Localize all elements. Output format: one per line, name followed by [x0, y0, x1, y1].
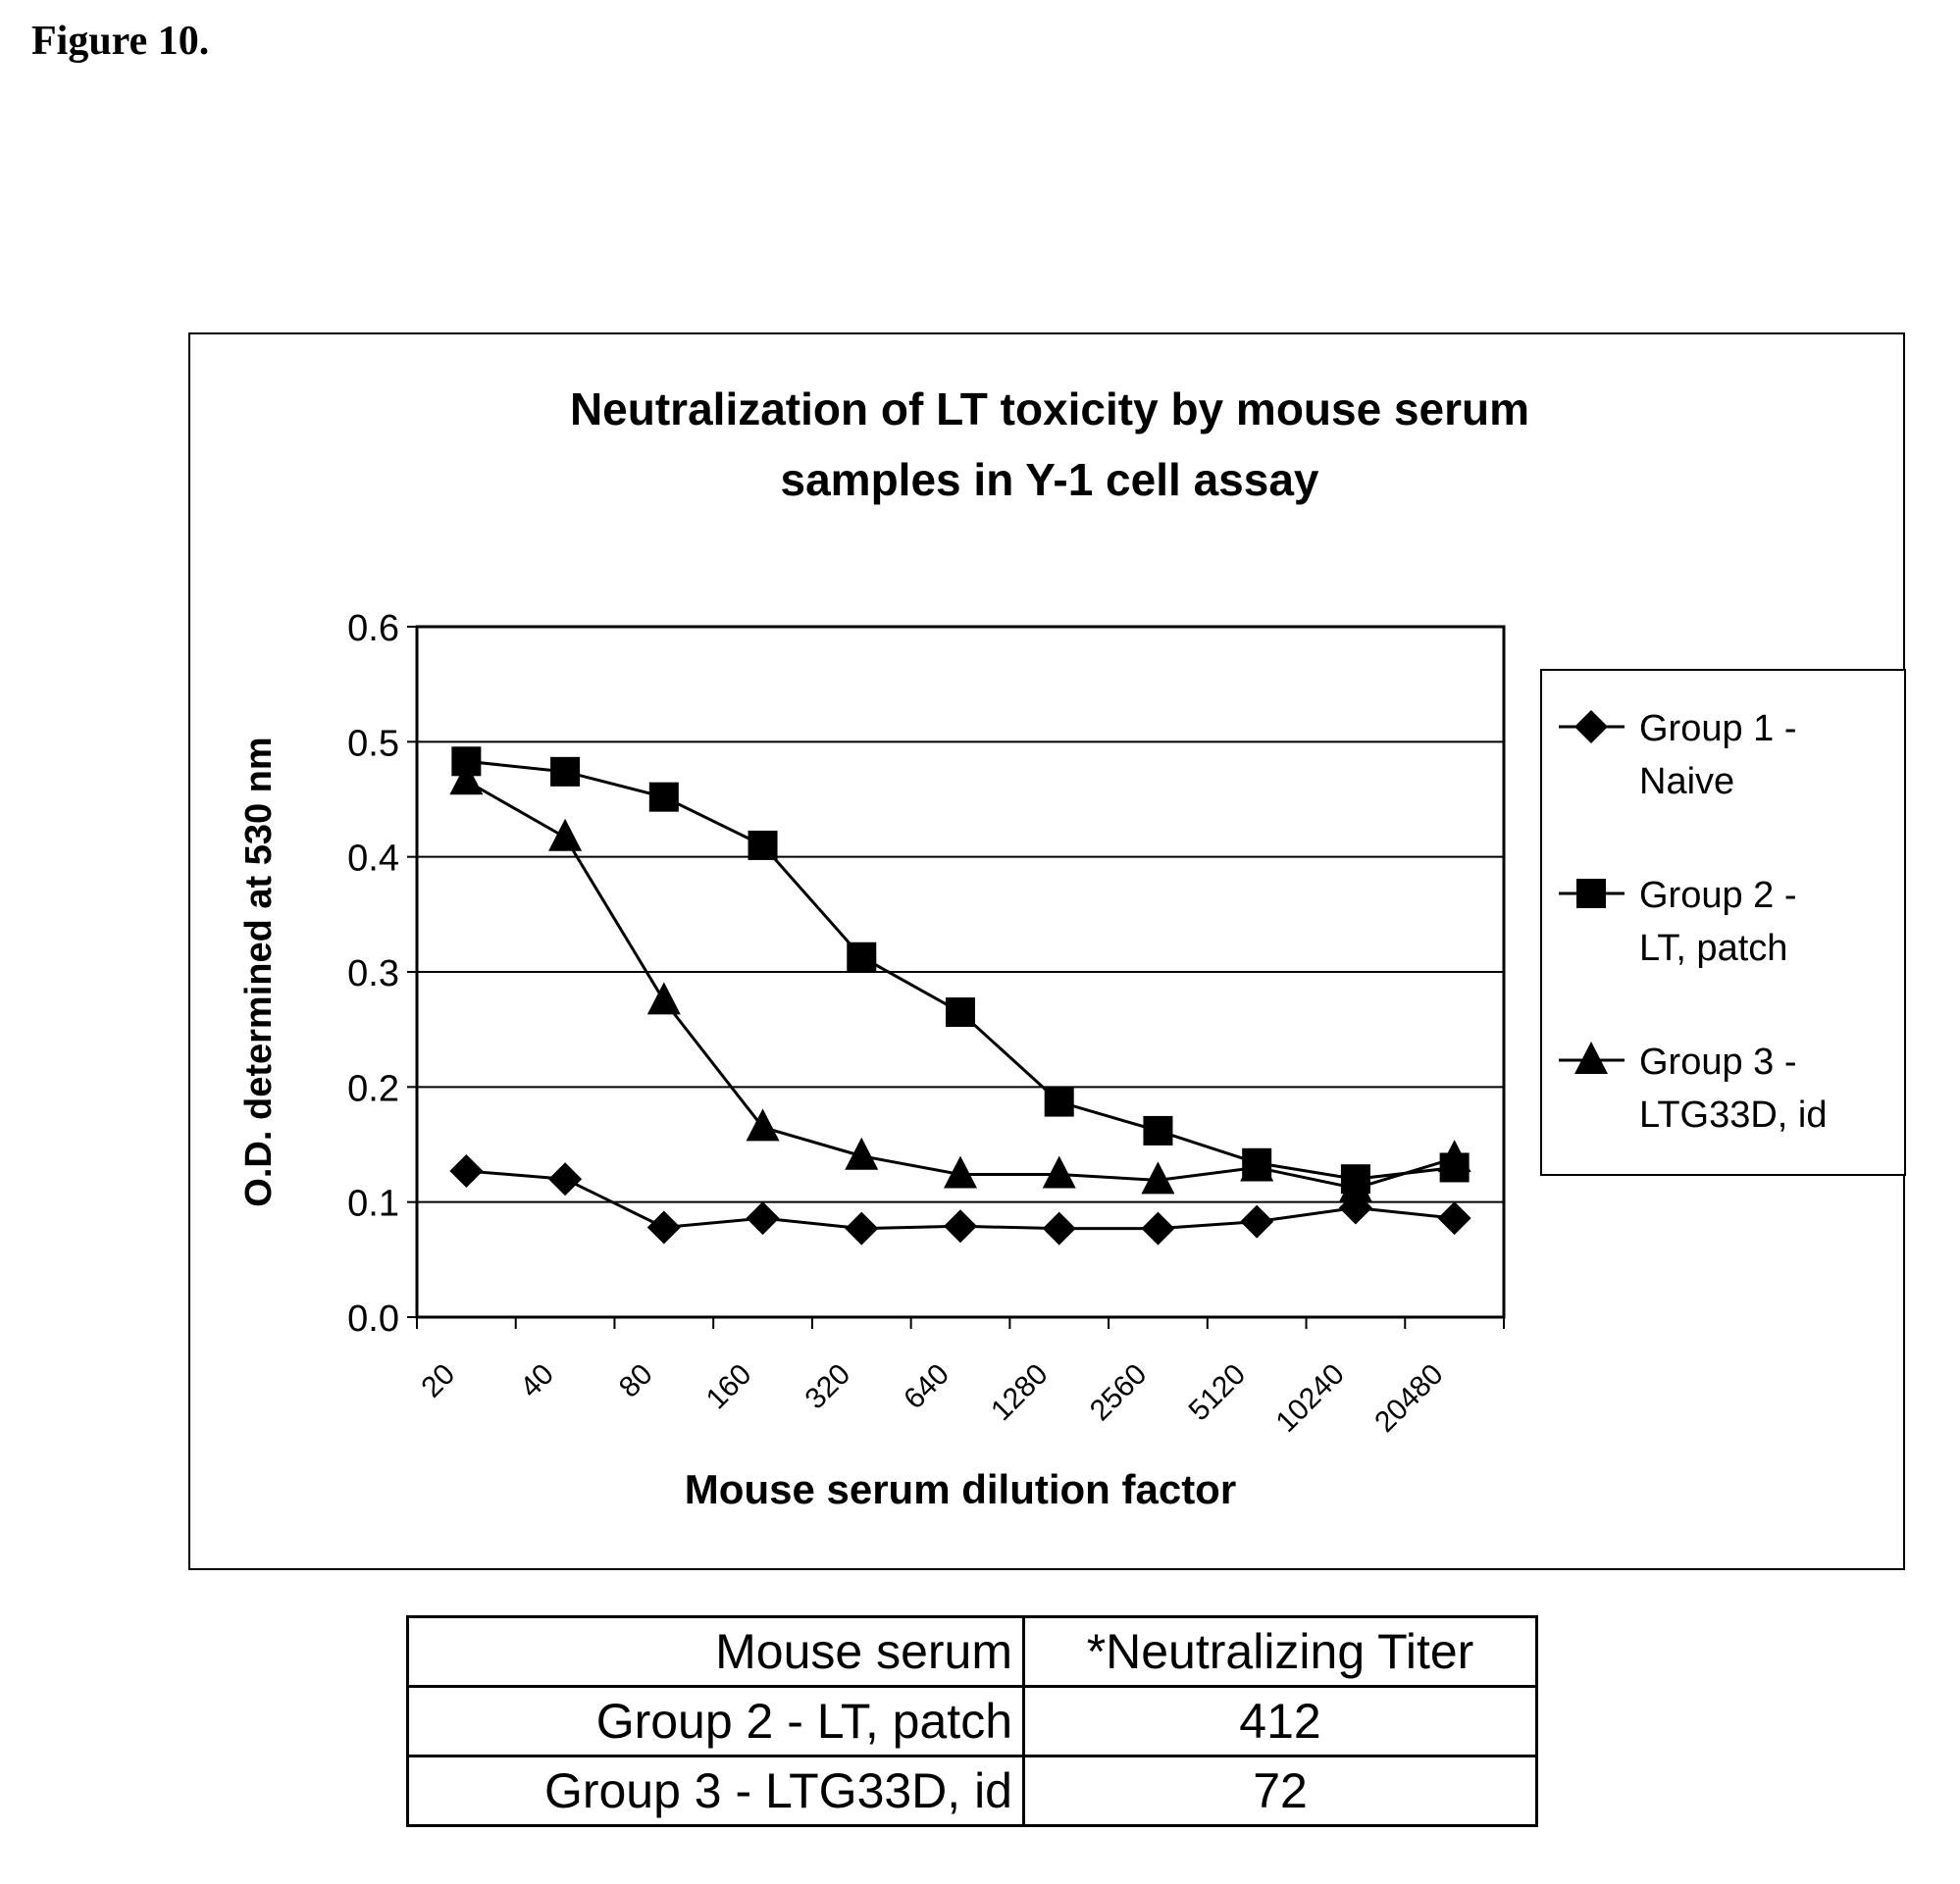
- y-tick-label: 0.4: [347, 839, 399, 880]
- x-tick-label: 20480: [1368, 1358, 1449, 1439]
- data-point-triangle: [1338, 1169, 1372, 1202]
- data-point-square: [550, 756, 581, 787]
- data-point-triangle: [1141, 1161, 1175, 1195]
- table-header-row: Mouse serum *Neutralizing Titer: [406, 1615, 1538, 1688]
- table-row: Group 2 - LT, patch 412: [406, 1685, 1538, 1757]
- y-tick-label: 0.1: [347, 1184, 399, 1225]
- data-point-square: [1143, 1115, 1173, 1146]
- data-point-diamond: [1437, 1201, 1471, 1236]
- data-point-diamond: [845, 1211, 879, 1246]
- data-point-diamond: [1042, 1211, 1076, 1246]
- legend-label: Group 1 -: [1639, 708, 1797, 749]
- data-point-triangle: [944, 1155, 977, 1189]
- x-tick-label: 5120: [1183, 1358, 1253, 1428]
- data-point-diamond: [548, 1162, 583, 1197]
- x-tick-label: 320: [799, 1358, 856, 1416]
- x-tick-label: 160: [700, 1358, 758, 1416]
- legend-marker-diamond: [1574, 710, 1608, 743]
- table-header: *Neutralizing Titer: [1022, 1615, 1538, 1688]
- x-tick-label: 80: [613, 1358, 659, 1404]
- data-point-triangle: [1240, 1148, 1274, 1182]
- x-tick-label: 2560: [1084, 1358, 1154, 1428]
- legend-label: Group 2 -: [1639, 875, 1797, 916]
- data-point-square: [847, 942, 877, 972]
- y-axis-label: O.D. determined at 530 nm: [238, 737, 280, 1206]
- table-cell: Group 2 - LT, patch: [406, 1685, 1025, 1757]
- data-point-diamond: [1141, 1211, 1175, 1246]
- table-header: Mouse serum: [406, 1615, 1025, 1688]
- data-point-triangle: [746, 1108, 780, 1142]
- y-tick-label: 0.5: [347, 723, 399, 764]
- data-point-triangle: [1042, 1155, 1076, 1189]
- line-chart: Neutralization of LT toxicity by mouse s…: [238, 383, 1906, 1512]
- y-tick-label: 0.0: [347, 1298, 399, 1340]
- table-row: Group 3 - LTG33D, id 72: [406, 1755, 1538, 1827]
- data-point-triangle: [548, 818, 583, 851]
- data-point-square: [1044, 1087, 1074, 1117]
- figure-label: Figure 10.: [31, 19, 210, 64]
- x-axis-label: Mouse serum dilution factor: [685, 1466, 1236, 1512]
- chart-frame: Neutralization of LT toxicity by mouse s…: [188, 332, 1906, 1570]
- data-point-diamond: [746, 1201, 780, 1236]
- data-point-square: [946, 997, 975, 1028]
- legend-label: Group 3 -: [1639, 1042, 1797, 1083]
- legend-marker-square: [1576, 879, 1606, 908]
- y-tick-label: 0.2: [347, 1068, 399, 1109]
- x-tick-label: 1280: [985, 1358, 1055, 1428]
- x-tick-label: 640: [898, 1358, 955, 1416]
- legend-marker-triangle: [1574, 1042, 1608, 1074]
- chart-title: samples in Y-1 cell assay: [781, 454, 1319, 505]
- data-point-diamond: [1240, 1204, 1274, 1239]
- data-point-triangle: [449, 762, 484, 795]
- legend: Group 1 - Naive Group 2 - LT, patch Group 3 …: [1540, 669, 1906, 1176]
- series-line-3: [465, 779, 1456, 1191]
- chart-title: Neutralization of LT toxicity by mouse s…: [570, 383, 1529, 434]
- y-tick-label: 0.3: [347, 953, 399, 994]
- legend-label: LT, patch: [1639, 928, 1787, 969]
- data-point-diamond: [646, 1210, 681, 1245]
- x-tick-label: 10240: [1270, 1358, 1351, 1439]
- data-point-square: [648, 782, 679, 812]
- plot-area: [415, 625, 1506, 1319]
- legend-box: [1540, 669, 1906, 1176]
- table-cell: 412: [1022, 1685, 1538, 1757]
- x-tick-label: 20: [415, 1358, 461, 1404]
- titer-table: Mouse serum *Neutralizing Titer Group 2 …: [406, 1615, 1538, 1827]
- series-line-2: [466, 759, 1455, 1181]
- x-tick-label: 40: [514, 1358, 560, 1404]
- data-point-diamond: [944, 1209, 977, 1244]
- legend-label: LTG33D, id: [1639, 1095, 1827, 1136]
- data-point-square: [748, 830, 778, 860]
- data-point-diamond: [449, 1153, 484, 1188]
- data-point-triangle: [1437, 1140, 1471, 1173]
- table-cell: Group 3 - LTG33D, id: [406, 1755, 1025, 1827]
- data-point-triangle: [845, 1137, 879, 1170]
- table-cell: 72: [1022, 1755, 1538, 1827]
- data-point-triangle: [646, 982, 681, 1015]
- legend-label: Naive: [1639, 761, 1734, 802]
- y-tick-label: 0.6: [347, 608, 399, 649]
